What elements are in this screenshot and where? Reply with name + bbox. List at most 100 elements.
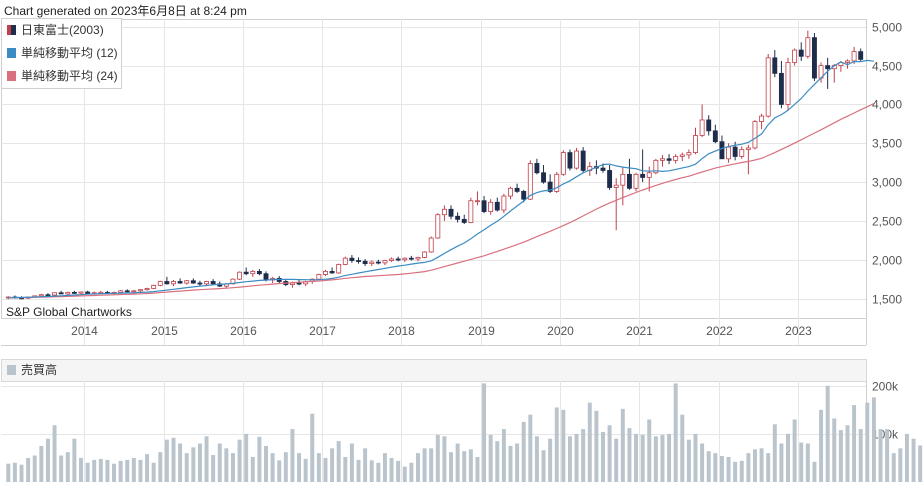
price-y-tick-label: 2,000 — [872, 254, 902, 268]
volume-bar — [264, 445, 268, 482]
candle-body — [171, 281, 176, 285]
volume-bar — [627, 428, 632, 482]
candle-body — [38, 294, 44, 297]
volume-bar — [409, 462, 414, 482]
candle-body — [719, 141, 725, 160]
volume-bar — [653, 436, 658, 482]
volume-bar — [26, 457, 31, 482]
candle-body — [349, 257, 355, 261]
volume-bar — [415, 453, 420, 482]
volume-bar — [733, 461, 738, 482]
volume-bar — [713, 453, 718, 482]
candle-body — [45, 294, 51, 297]
candle-body — [607, 170, 613, 188]
candle-body — [184, 280, 190, 284]
candle-body — [858, 51, 864, 60]
volume-bar — [217, 443, 222, 482]
candle-body — [151, 284, 157, 289]
candle-body — [706, 119, 712, 132]
volume-bar — [12, 462, 17, 482]
candle-body — [514, 187, 520, 192]
legend-swatch-down — [11, 25, 16, 35]
candle-body — [58, 292, 64, 295]
candle-body — [78, 291, 84, 294]
volume-bar — [59, 455, 64, 482]
candle-body — [745, 147, 751, 150]
volume-bar — [819, 409, 824, 482]
volume-bar — [686, 439, 691, 482]
volume-bar — [303, 458, 308, 482]
volume-legend-label: 売買高 — [21, 362, 57, 377]
volume-bar — [468, 449, 473, 482]
volume-bar — [567, 436, 572, 482]
candle-body — [792, 49, 798, 63]
candle-body — [157, 281, 163, 286]
volume-bar — [871, 397, 876, 482]
candle-body — [428, 237, 434, 253]
volume-legend-swatch — [7, 365, 16, 375]
volume-bar — [772, 424, 777, 482]
candle-body — [772, 57, 778, 74]
volume-bar — [647, 419, 652, 482]
candle-body — [679, 154, 685, 157]
volume-bar — [402, 466, 407, 482]
candle-body — [811, 37, 817, 79]
volume-bar — [779, 443, 784, 482]
candle-body — [527, 163, 533, 200]
price-y-tick-label: 2,500 — [872, 215, 902, 229]
volume-bar — [673, 383, 678, 482]
candle-body — [177, 281, 183, 284]
price-plot-area — [1, 19, 867, 319]
candle-body — [778, 72, 784, 105]
candle-body — [118, 290, 124, 293]
volume-bar — [164, 439, 169, 482]
candle-body — [739, 149, 745, 157]
volume-bar — [667, 433, 672, 482]
volume-bar — [825, 385, 830, 482]
volume-bar — [118, 460, 123, 482]
candle-body — [845, 60, 850, 63]
candle-body — [402, 257, 408, 261]
volume-bar — [449, 452, 454, 482]
candle-body — [375, 261, 381, 264]
volume-bar — [680, 414, 685, 482]
volume-bar — [270, 453, 275, 482]
volume-bar — [98, 458, 103, 482]
volume-bar — [693, 433, 698, 482]
volume-bar — [852, 405, 857, 482]
price-y-tick-label: 3,500 — [872, 137, 902, 151]
volume-bar — [799, 442, 804, 482]
volume-bar — [752, 449, 757, 482]
volume-bar — [515, 443, 520, 482]
candle-body — [461, 218, 467, 223]
volume-bar — [561, 409, 566, 482]
candle-body — [256, 271, 262, 275]
volume-bar — [244, 433, 249, 482]
legend-label: 日東富士(2003) — [21, 22, 104, 37]
volume-bar — [812, 461, 817, 482]
volume-bar — [898, 448, 903, 482]
volume-bar — [911, 438, 916, 482]
candle-body — [138, 289, 143, 292]
volume-bar — [904, 433, 909, 482]
candle-body — [541, 172, 546, 183]
candle-body — [356, 260, 361, 262]
candle-body — [441, 208, 447, 216]
candle-body — [686, 152, 692, 156]
price-y-tick-label: 5,000 — [872, 21, 902, 35]
candle-body — [805, 37, 811, 57]
volume-bar — [528, 414, 533, 482]
candle-body — [613, 184, 619, 188]
volume-bar — [455, 443, 460, 482]
candle-body — [494, 201, 500, 211]
volume-bar — [343, 456, 348, 482]
volume-bar — [52, 425, 57, 482]
candle-body — [422, 251, 428, 258]
candle-body — [190, 280, 196, 284]
candle-body — [475, 200, 480, 203]
candle-body — [653, 159, 659, 174]
volume-bar — [786, 433, 790, 482]
candle-body — [732, 146, 738, 157]
ma24-line — [8, 102, 875, 299]
candle-body — [197, 282, 203, 285]
